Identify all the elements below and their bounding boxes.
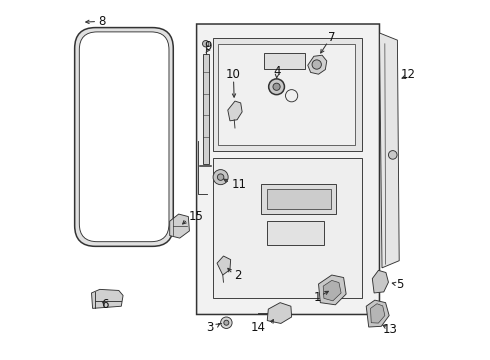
FancyBboxPatch shape (74, 28, 173, 246)
Circle shape (220, 317, 232, 328)
Text: 6: 6 (100, 298, 108, 311)
FancyBboxPatch shape (79, 32, 169, 242)
Polygon shape (267, 189, 331, 209)
Text: 10: 10 (226, 68, 241, 81)
Polygon shape (267, 303, 292, 323)
Text: 12: 12 (401, 68, 416, 81)
Bar (264, 53, 305, 69)
Text: 2: 2 (234, 269, 242, 282)
Text: 13: 13 (383, 323, 398, 336)
Polygon shape (372, 270, 389, 293)
Polygon shape (261, 184, 337, 214)
Polygon shape (228, 101, 242, 121)
Text: 7: 7 (328, 31, 336, 44)
Polygon shape (213, 158, 362, 298)
Circle shape (269, 79, 285, 95)
Text: 5: 5 (396, 278, 404, 291)
Polygon shape (218, 44, 355, 145)
Polygon shape (323, 280, 341, 301)
Bar (203, 54, 209, 164)
Circle shape (389, 150, 397, 159)
Polygon shape (318, 275, 346, 305)
Text: 8: 8 (98, 15, 105, 28)
Text: 11: 11 (231, 178, 246, 191)
Polygon shape (217, 256, 231, 275)
Text: 1: 1 (314, 291, 321, 304)
Text: 15: 15 (188, 210, 203, 223)
Polygon shape (366, 300, 389, 327)
Polygon shape (213, 39, 362, 151)
Circle shape (202, 41, 209, 47)
Text: 4: 4 (273, 65, 281, 78)
Circle shape (312, 60, 321, 69)
Polygon shape (308, 55, 327, 74)
Polygon shape (196, 24, 379, 315)
Circle shape (224, 320, 229, 325)
Text: 9: 9 (205, 40, 212, 53)
Polygon shape (92, 289, 123, 309)
Text: 14: 14 (251, 321, 266, 334)
Circle shape (213, 170, 228, 185)
Polygon shape (370, 304, 385, 323)
Polygon shape (379, 33, 399, 268)
Circle shape (218, 174, 224, 180)
Circle shape (273, 83, 280, 90)
Polygon shape (170, 214, 190, 238)
Text: 3: 3 (206, 320, 214, 333)
Polygon shape (267, 221, 324, 244)
